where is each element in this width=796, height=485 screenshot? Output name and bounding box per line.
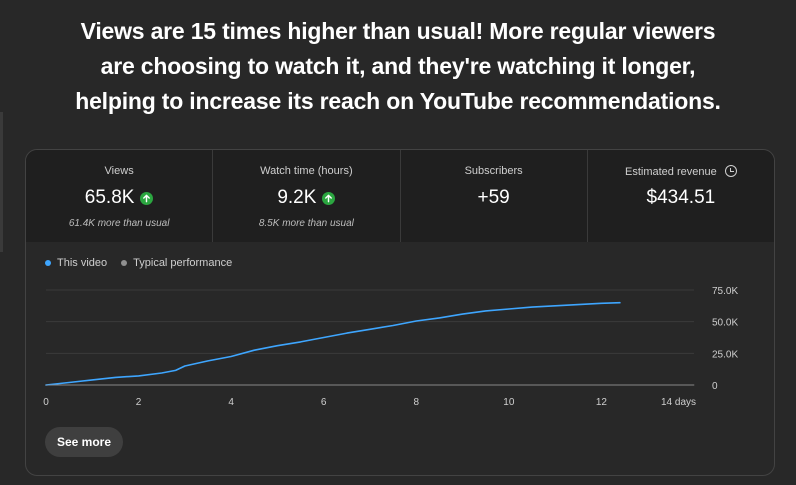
x-tick-label: 6 (321, 397, 327, 408)
performance-card: Views 65.8K 61.4K more than usual Watch … (25, 149, 775, 476)
metric-label: Views (104, 165, 134, 177)
see-more-button[interactable]: See more (45, 427, 123, 457)
x-tick-label: 12 (596, 397, 608, 408)
metric-value: +59 (477, 187, 510, 208)
metric-comparison: 61.4K more than usual (68, 218, 170, 229)
x-tick-label: 8 (414, 397, 420, 408)
x-tick-label: 10 (503, 397, 515, 408)
chart-legend: This video Typical performance (45, 257, 232, 269)
legend-label: This video (57, 257, 108, 269)
metric-watch-time[interactable]: Watch time (hours) 9.2K 8.5K more than u… (213, 150, 401, 242)
metric-estimated-revenue[interactable]: Estimated revenue $434.51 (588, 150, 774, 242)
headline-line-3: helping to increase its reach on YouTube… (75, 88, 721, 114)
views-line-chart[interactable]: 0 25.0K 50.0K 75.0K 0 2 4 6 8 10 12 14 days (26, 150, 774, 420)
x-tick-label: 14 days (661, 397, 696, 408)
legend-this-video[interactable]: This video (45, 257, 107, 269)
legend-typical-performance[interactable]: Typical performance (121, 257, 232, 269)
legend-label: Typical performance (133, 257, 233, 269)
y-tick-label: 0 (712, 381, 718, 392)
y-tick-label: 25.0K (712, 349, 738, 360)
x-tick-label: 2 (136, 397, 142, 408)
legend-dot-this-video (45, 260, 51, 266)
left-scroll-strip (0, 112, 3, 252)
metric-value: 65.8K (84, 187, 135, 208)
metric-label: Watch time (hours) (260, 165, 353, 177)
headline-line-2: are choosing to watch it, and they're wa… (100, 53, 696, 79)
clock-icon[interactable] (724, 165, 737, 177)
y-tick-label: 50.0K (712, 318, 738, 329)
metric-label: Subscribers (464, 165, 523, 177)
x-tick-label: 4 (228, 397, 234, 408)
metric-value: $434.51 (646, 187, 716, 208)
headline-line-1: Views are 15 times higher than usual! Mo… (80, 18, 716, 44)
arrow-up-icon (140, 191, 154, 205)
metric-comparison: 8.5K more than usual (258, 218, 354, 229)
x-tick-label: 0 (43, 397, 49, 408)
metrics-row: Views 65.8K 61.4K more than usual Watch … (26, 150, 774, 242)
metric-value: 9.2K (277, 187, 317, 208)
y-tick-label: 75.0K (712, 286, 738, 297)
arrow-up-icon (322, 191, 336, 205)
series-line-this-video (45, 301, 621, 386)
metric-views[interactable]: Views 65.8K 61.4K more than usual (26, 150, 214, 242)
legend-dot-typical (121, 260, 128, 266)
headline: Views are 15 times higher than usual! Mo… (0, 14, 796, 119)
metric-label: Estimated revenue (624, 166, 717, 178)
metric-subscribers[interactable]: Subscribers +59 (401, 150, 588, 242)
